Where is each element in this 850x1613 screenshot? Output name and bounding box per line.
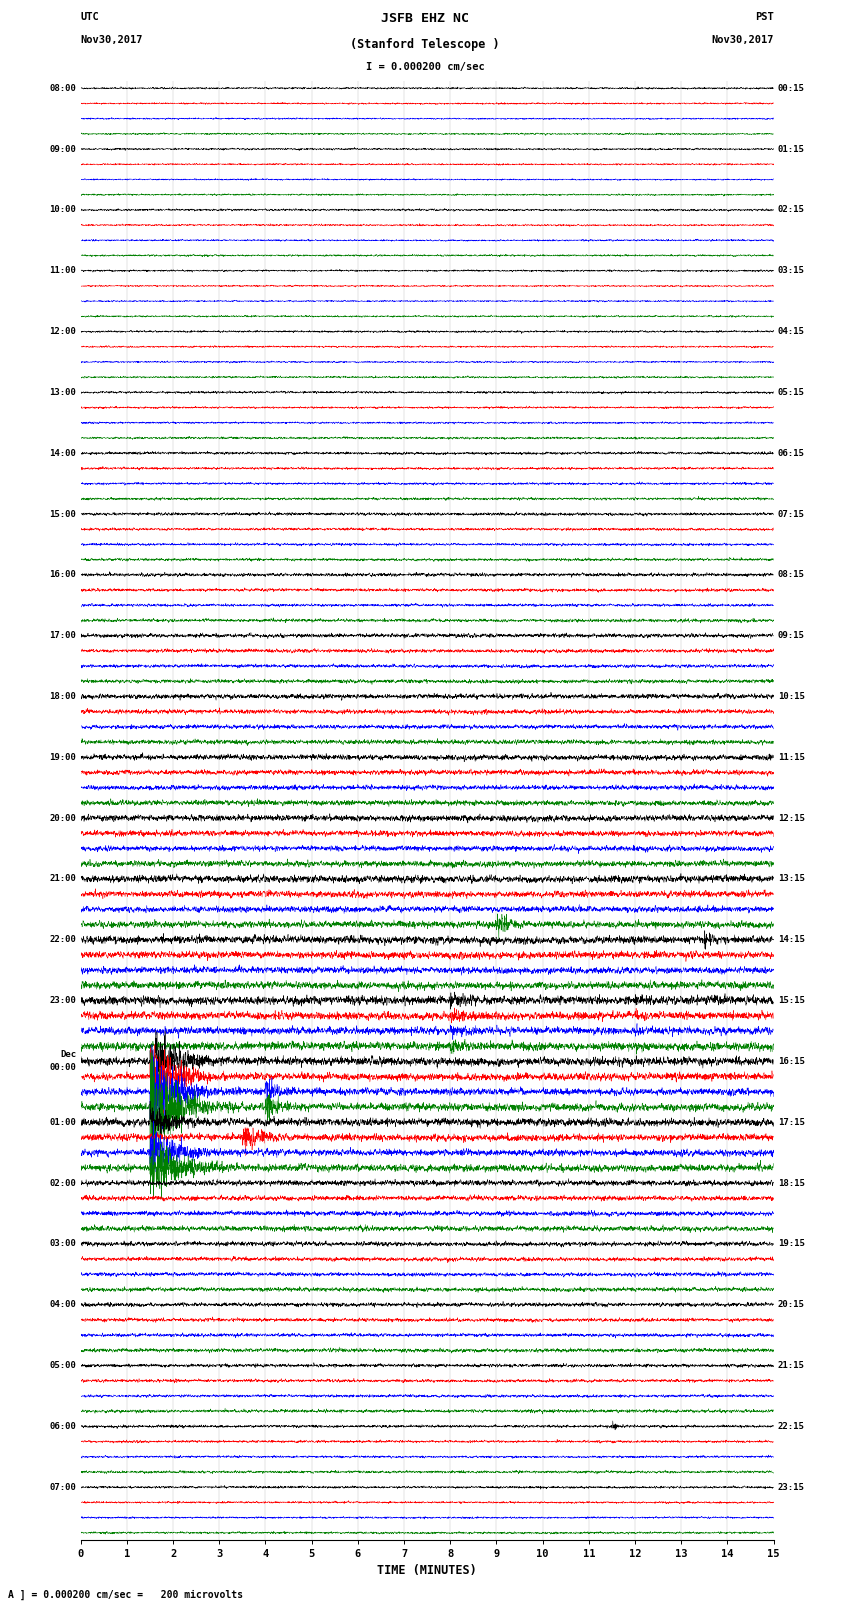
- Text: 07:00: 07:00: [49, 1482, 76, 1492]
- Text: 03:15: 03:15: [778, 266, 805, 276]
- Text: 05:00: 05:00: [49, 1361, 76, 1369]
- Text: 06:15: 06:15: [778, 448, 805, 458]
- Text: 05:15: 05:15: [778, 387, 805, 397]
- Text: 21:00: 21:00: [49, 874, 76, 884]
- Text: I = 0.000200 cm/sec: I = 0.000200 cm/sec: [366, 63, 484, 73]
- Text: 20:00: 20:00: [49, 813, 76, 823]
- Text: 07:15: 07:15: [778, 510, 805, 518]
- Text: 00:15: 00:15: [778, 84, 805, 94]
- Text: 01:15: 01:15: [778, 145, 805, 153]
- Text: 04:00: 04:00: [49, 1300, 76, 1310]
- Text: 12:00: 12:00: [49, 327, 76, 336]
- Text: 19:00: 19:00: [49, 753, 76, 761]
- Text: (Stanford Telescope ): (Stanford Telescope ): [350, 37, 500, 52]
- Text: 08:15: 08:15: [778, 571, 805, 579]
- Text: Nov30,2017: Nov30,2017: [81, 35, 144, 45]
- Text: 06:00: 06:00: [49, 1423, 76, 1431]
- Text: A ] = 0.000200 cm/sec =   200 microvolts: A ] = 0.000200 cm/sec = 200 microvolts: [8, 1590, 243, 1600]
- Text: 09:15: 09:15: [778, 631, 805, 640]
- Text: 08:00: 08:00: [49, 84, 76, 94]
- Text: PST: PST: [755, 11, 774, 23]
- Text: UTC: UTC: [81, 11, 99, 23]
- Text: 09:00: 09:00: [49, 145, 76, 153]
- Text: 18:15: 18:15: [778, 1179, 805, 1187]
- Text: 16:15: 16:15: [778, 1057, 805, 1066]
- Text: 19:15: 19:15: [778, 1239, 805, 1248]
- Text: 12:15: 12:15: [778, 813, 805, 823]
- Text: 18:00: 18:00: [49, 692, 76, 702]
- Text: 17:00: 17:00: [49, 631, 76, 640]
- Text: 11:00: 11:00: [49, 266, 76, 276]
- Text: 23:15: 23:15: [778, 1482, 805, 1492]
- Text: 04:15: 04:15: [778, 327, 805, 336]
- Text: 02:00: 02:00: [49, 1179, 76, 1187]
- Text: 14:15: 14:15: [778, 936, 805, 944]
- Text: 17:15: 17:15: [778, 1118, 805, 1127]
- X-axis label: TIME (MINUTES): TIME (MINUTES): [377, 1563, 477, 1576]
- Text: 16:00: 16:00: [49, 571, 76, 579]
- Text: 01:00: 01:00: [49, 1118, 76, 1127]
- Text: 00:00: 00:00: [49, 1063, 76, 1073]
- Text: JSFB EHZ NC: JSFB EHZ NC: [381, 11, 469, 26]
- Text: 20:15: 20:15: [778, 1300, 805, 1310]
- Text: 21:15: 21:15: [778, 1361, 805, 1369]
- Text: 14:00: 14:00: [49, 448, 76, 458]
- Text: 10:00: 10:00: [49, 205, 76, 215]
- Text: 22:00: 22:00: [49, 936, 76, 944]
- Text: 13:15: 13:15: [778, 874, 805, 884]
- Text: 13:00: 13:00: [49, 387, 76, 397]
- Text: 02:15: 02:15: [778, 205, 805, 215]
- Text: 22:15: 22:15: [778, 1423, 805, 1431]
- Text: 03:00: 03:00: [49, 1239, 76, 1248]
- Text: Nov30,2017: Nov30,2017: [711, 35, 774, 45]
- Text: 15:15: 15:15: [778, 997, 805, 1005]
- Text: Dec: Dec: [60, 1050, 76, 1060]
- Text: 23:00: 23:00: [49, 997, 76, 1005]
- Text: 10:15: 10:15: [778, 692, 805, 702]
- Text: 11:15: 11:15: [778, 753, 805, 761]
- Text: 15:00: 15:00: [49, 510, 76, 518]
